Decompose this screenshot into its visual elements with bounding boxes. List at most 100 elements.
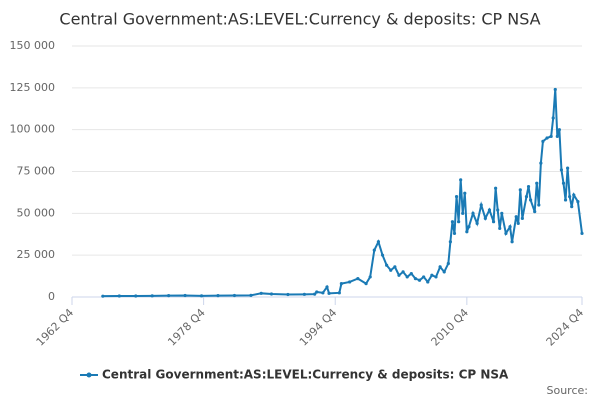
data-point xyxy=(364,282,368,286)
data-point xyxy=(568,195,572,199)
data-point xyxy=(475,221,479,225)
x-tick-label: 1994 Q4 xyxy=(297,306,340,349)
data-point xyxy=(321,291,325,295)
data-point xyxy=(397,273,401,277)
data-point xyxy=(566,166,570,170)
data-point xyxy=(339,282,343,286)
data-point xyxy=(117,294,121,298)
data-point xyxy=(434,275,438,279)
data-point xyxy=(454,195,459,199)
data-point xyxy=(417,278,422,282)
data-point xyxy=(483,216,487,220)
data-point xyxy=(551,116,555,120)
data-point xyxy=(459,178,463,182)
data-point xyxy=(450,220,455,224)
data-point xyxy=(286,292,290,297)
data-point xyxy=(559,168,564,172)
data-point xyxy=(249,293,253,297)
data-point xyxy=(576,200,580,204)
data-point xyxy=(461,211,465,215)
data-point xyxy=(216,294,220,298)
data-point xyxy=(393,265,397,269)
data-point xyxy=(518,188,522,192)
y-tick-label: 50 000 xyxy=(17,206,56,219)
data-point xyxy=(504,231,508,236)
source: Source: xyxy=(547,384,589,397)
data-point xyxy=(405,275,409,279)
data-point xyxy=(327,291,331,295)
data-point xyxy=(500,211,504,215)
data-point xyxy=(555,134,559,138)
data-point xyxy=(446,261,450,266)
data-point xyxy=(442,270,446,274)
data-point xyxy=(150,294,154,298)
data-point xyxy=(356,276,360,281)
data-point xyxy=(269,292,274,296)
data-point xyxy=(561,181,566,185)
data-point xyxy=(539,161,543,165)
data-point xyxy=(167,294,171,298)
data-point xyxy=(199,294,204,298)
y-tick-label: 75 000 xyxy=(17,165,56,178)
x-tick-label: 2024 Q4 xyxy=(544,306,587,349)
data-point xyxy=(232,293,237,298)
data-point xyxy=(514,215,518,219)
data-point xyxy=(528,198,533,202)
data-point xyxy=(313,292,317,296)
data-point xyxy=(533,210,537,214)
data-point xyxy=(553,87,557,92)
data-point xyxy=(457,220,461,224)
data-point xyxy=(259,291,263,295)
data-point xyxy=(465,230,469,234)
data-point xyxy=(348,280,352,284)
data-point xyxy=(372,248,376,252)
data-point xyxy=(572,193,576,197)
legend-label: Central Government:AS:LEVEL:Currency & d… xyxy=(102,368,509,382)
data-point xyxy=(549,134,553,138)
data-point xyxy=(467,225,471,229)
data-point xyxy=(494,186,498,190)
data-point xyxy=(413,276,418,281)
data-point xyxy=(520,216,524,220)
y-tick-label: 150 000 xyxy=(10,39,56,52)
data-point xyxy=(463,191,467,195)
x-tick-label: 2010 Q4 xyxy=(429,306,472,349)
y-tick-label: 0 xyxy=(48,290,55,303)
data-point xyxy=(479,203,483,207)
data-point xyxy=(134,294,138,298)
data-point xyxy=(325,285,329,289)
data-point xyxy=(315,290,319,294)
data-point xyxy=(524,195,529,199)
data-point xyxy=(376,240,381,244)
data-point xyxy=(496,208,500,212)
data-point xyxy=(452,231,457,236)
data-point xyxy=(557,128,561,132)
data-point xyxy=(580,231,584,236)
data-point xyxy=(368,275,372,279)
data-point xyxy=(337,291,341,295)
data-point xyxy=(545,136,549,140)
x-tick-label: 1962 Q4 xyxy=(34,306,77,349)
data-point xyxy=(491,220,496,224)
data-point xyxy=(430,273,434,277)
data-point xyxy=(510,240,514,244)
data-point xyxy=(401,270,405,274)
data-point xyxy=(409,271,413,276)
data-point xyxy=(535,181,539,185)
chart-title: Central Government:AS:LEVEL:Currency & d… xyxy=(59,10,540,29)
data-point xyxy=(438,265,442,269)
data-point xyxy=(537,203,541,207)
series-line xyxy=(102,89,583,298)
legend-marker xyxy=(86,372,92,378)
data-point xyxy=(183,293,187,298)
x-tick-label: 1978 Q4 xyxy=(165,306,208,349)
data-point xyxy=(541,139,545,143)
data-point xyxy=(101,294,105,298)
data-point xyxy=(380,253,385,257)
y-tick-label: 100 000 xyxy=(10,123,56,136)
data-point xyxy=(563,198,568,202)
data-point xyxy=(471,211,475,215)
data-point xyxy=(516,221,520,225)
data-point xyxy=(426,280,430,284)
